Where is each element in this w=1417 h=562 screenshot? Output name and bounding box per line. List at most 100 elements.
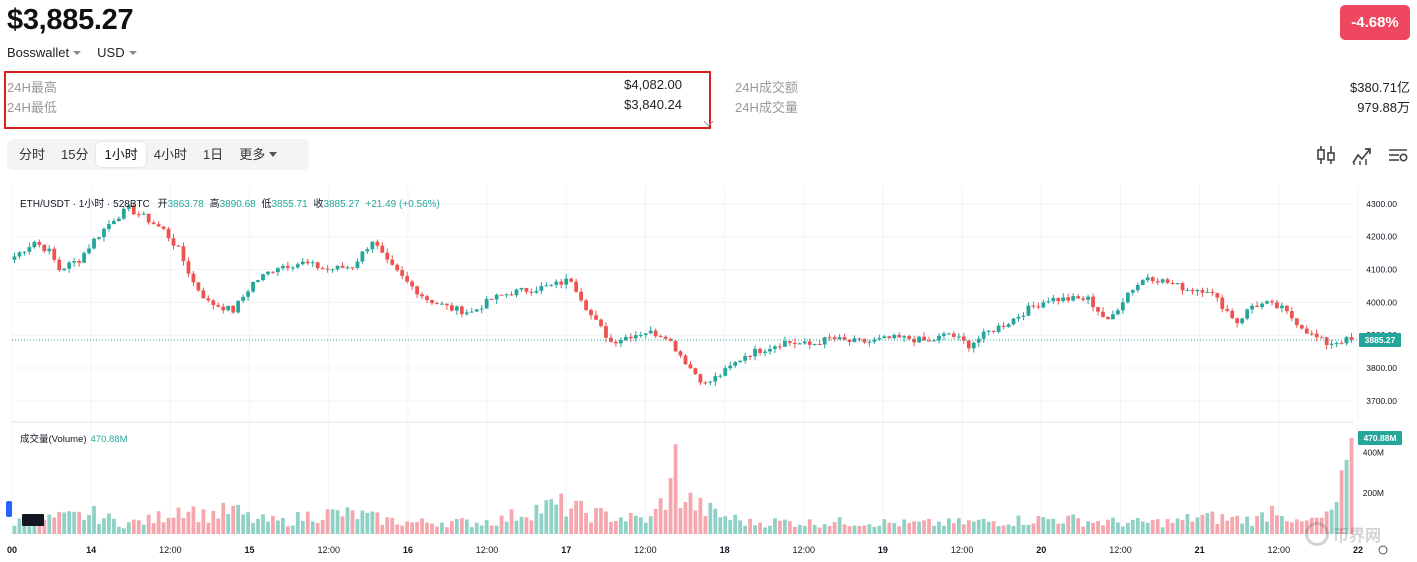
wallet-dropdown[interactable]: Bosswallet	[7, 45, 82, 60]
volume-bar	[345, 507, 350, 534]
price-axis-label: 4000.00	[1366, 297, 1397, 307]
volume-bar	[743, 525, 748, 534]
volume-bar	[703, 516, 708, 534]
volume-bar	[445, 527, 449, 534]
indicator-icon[interactable]	[1351, 144, 1373, 166]
tab-1d[interactable]: 1日	[195, 142, 231, 167]
volume-bar	[435, 526, 439, 534]
volume-bar	[1016, 515, 1021, 534]
candle-body	[1260, 303, 1264, 308]
volume-bar	[370, 511, 375, 534]
candle-body	[435, 303, 439, 305]
candle-body	[1106, 316, 1110, 320]
volume-bar	[464, 519, 469, 534]
candles-icon[interactable]	[1315, 144, 1337, 166]
candle-body	[1304, 328, 1309, 334]
candle-body	[743, 355, 748, 361]
candle-body	[196, 282, 201, 291]
candle-body	[837, 337, 842, 340]
candle-body	[1155, 281, 1160, 283]
candle-body	[22, 251, 27, 253]
volume-bar	[783, 519, 787, 534]
candle-body	[1240, 318, 1245, 324]
volume-bar	[1324, 511, 1329, 534]
volume-bar	[246, 512, 250, 534]
settings-icon[interactable]	[1387, 144, 1409, 166]
candle-body	[912, 338, 917, 343]
currency-dropdown[interactable]: USD	[97, 45, 137, 60]
tab-15m[interactable]: 15分	[53, 142, 96, 167]
volume-bar	[986, 521, 991, 534]
candle-body	[499, 294, 504, 296]
volume-bar	[773, 518, 777, 534]
tab-4h[interactable]: 4小时	[146, 142, 195, 167]
volume-bar	[280, 517, 285, 534]
candle-body	[703, 382, 708, 384]
tradingview-logo-icon	[22, 514, 44, 526]
candle-body	[1334, 343, 1339, 345]
volume-bar	[912, 521, 917, 534]
volume-bar	[822, 524, 827, 534]
volume-bar	[335, 510, 340, 534]
volume-bar	[469, 527, 474, 534]
candle-body	[430, 300, 434, 304]
time-axis-label: 12:00	[1268, 545, 1291, 555]
volume-bar	[459, 518, 464, 534]
volume-bar	[658, 498, 663, 534]
candle-body	[181, 246, 186, 262]
candle-body	[1006, 324, 1011, 327]
tab-more[interactable]: 更多	[231, 142, 285, 167]
volume-bar	[599, 507, 603, 534]
volume-bar	[1255, 515, 1259, 534]
volume-bar	[261, 514, 265, 534]
time-axis-label: 16	[403, 545, 413, 555]
volume-bar	[768, 525, 772, 534]
volume-bar	[290, 525, 295, 534]
candle-body	[335, 265, 340, 270]
candle-body	[658, 336, 663, 338]
price-change-badge: -4.68%	[1340, 5, 1410, 40]
candle-body	[1140, 280, 1145, 286]
volume-bar	[792, 526, 797, 534]
volume-legend: 成交量(Volume) 470.88M	[20, 431, 128, 445]
candle-body	[1344, 337, 1349, 344]
volume-bar	[638, 517, 643, 534]
volume-bar	[1066, 515, 1071, 534]
candlestick-chart-svg[interactable]: 4300.004200.004100.004000.003900.003800.…	[0, 186, 1417, 562]
volume-bar	[375, 512, 380, 534]
candle-body	[956, 336, 961, 338]
volume-bar	[862, 525, 867, 534]
candle-body	[1130, 290, 1135, 293]
candle-body	[892, 334, 897, 339]
candle-body	[1076, 296, 1081, 299]
tab-time[interactable]: 分时	[11, 142, 53, 167]
candle-body	[355, 261, 360, 268]
volume-bar	[365, 512, 370, 534]
candle-body	[1220, 297, 1225, 310]
volume-bar	[1155, 519, 1160, 534]
volume-bar	[653, 508, 658, 534]
candle-body	[126, 205, 131, 209]
time-axis-label: 21	[1195, 545, 1205, 555]
volume-bar	[136, 520, 141, 534]
candle-body	[589, 309, 593, 316]
candle-body	[1245, 309, 1250, 319]
candle-body	[395, 264, 400, 271]
volume-bar	[882, 519, 887, 534]
volume-bar	[166, 517, 171, 534]
candle-body	[529, 291, 534, 293]
volume-bar	[981, 518, 986, 534]
price-chart[interactable]: 4300.004200.004100.004000.003900.003800.…	[0, 186, 1417, 562]
candle-body	[47, 248, 52, 252]
time-axis-label: 14	[86, 545, 96, 555]
volume-bar	[1116, 522, 1120, 534]
volume-bar	[276, 520, 280, 534]
candle-body	[390, 259, 395, 265]
time-axis-label: 18	[720, 545, 730, 555]
volume-bar	[852, 525, 857, 534]
volume-bar	[549, 499, 554, 534]
candle-body	[917, 336, 921, 343]
tab-1h[interactable]: 1小时	[96, 142, 146, 167]
candle-body	[1285, 305, 1289, 312]
candle-body	[812, 343, 817, 345]
